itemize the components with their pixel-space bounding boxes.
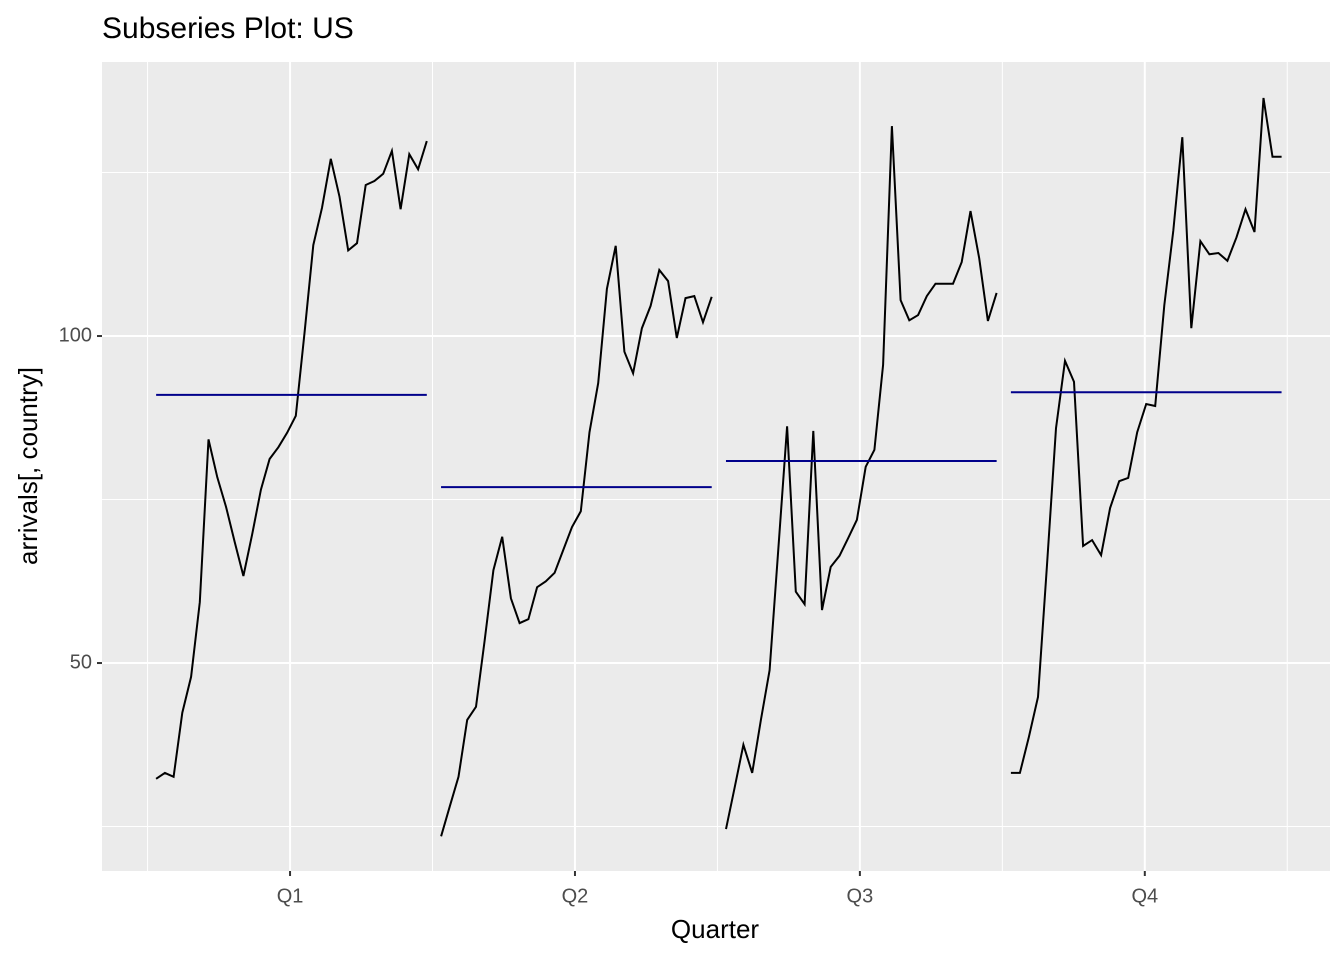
y-tick-label: 50 [70,651,92,673]
x-axis-label: Quarter [671,914,759,944]
panel [102,62,1330,871]
subseries-line [440,245,713,837]
subseries-line [1010,97,1282,774]
x-tick-label: Q2 [562,885,589,907]
subseries-line [155,140,428,780]
subseries-line [725,126,998,830]
x-tick-label: Q1 [277,885,304,907]
chart-title: Subseries Plot: US [102,12,354,45]
x-tick-label: Q3 [847,885,874,907]
x-tick-label: Q4 [1131,885,1158,907]
y-tick-label: 100 [59,324,92,346]
y-axis-label: arrivals[, country] [13,367,43,565]
